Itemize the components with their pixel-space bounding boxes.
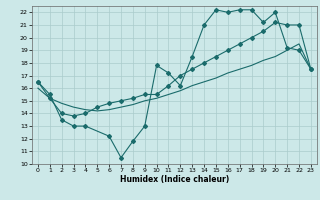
X-axis label: Humidex (Indice chaleur): Humidex (Indice chaleur) <box>120 175 229 184</box>
